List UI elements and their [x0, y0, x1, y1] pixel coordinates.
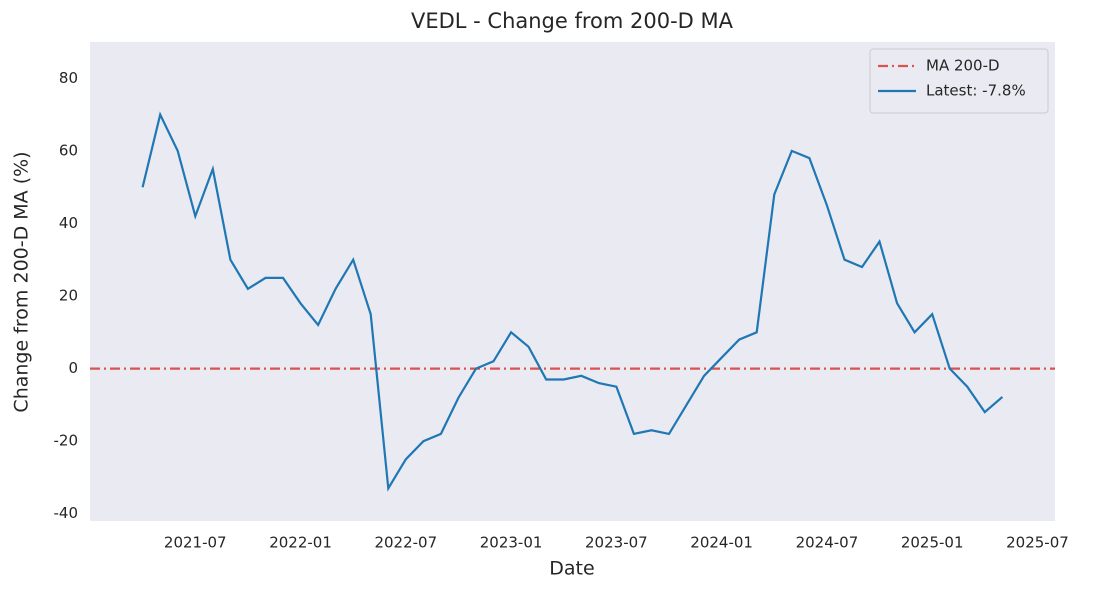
x-tick-label: 2024-01 — [690, 534, 753, 552]
x-tick-label: 2025-07 — [1006, 534, 1069, 552]
legend-box — [869, 48, 1049, 114]
legend-label: Latest: -7.8% — [926, 82, 1026, 100]
y-axis-label: Change from 200-D MA (%) — [11, 151, 33, 412]
plot-area — [90, 42, 1055, 521]
x-tick-label: 2021-07 — [164, 534, 227, 552]
x-axis-label: Date — [549, 558, 594, 580]
series-line — [141, 111, 1004, 492]
y-tick-label: -20 — [54, 432, 79, 450]
x-tick-label: 2022-01 — [269, 534, 332, 552]
y-tick-label: 80 — [59, 69, 78, 87]
y-tick-label: 20 — [59, 287, 78, 305]
x-tick-label: 2023-01 — [480, 534, 543, 552]
chart-title: VEDL - Change from 200-D MA — [411, 9, 734, 33]
x-tick-label: 2024-07 — [796, 534, 859, 552]
y-tick-label: 0 — [68, 359, 78, 377]
x-tick-label: 2023-07 — [585, 534, 648, 552]
y-tick-label: -40 — [54, 504, 79, 522]
y-tick-label: 60 — [59, 141, 78, 159]
x-tick-label: 2022-07 — [374, 534, 437, 552]
legend-label: MA 200-D — [926, 57, 1000, 75]
x-tick-label: 2025-01 — [901, 534, 964, 552]
y-tick-label: 40 — [59, 214, 78, 232]
